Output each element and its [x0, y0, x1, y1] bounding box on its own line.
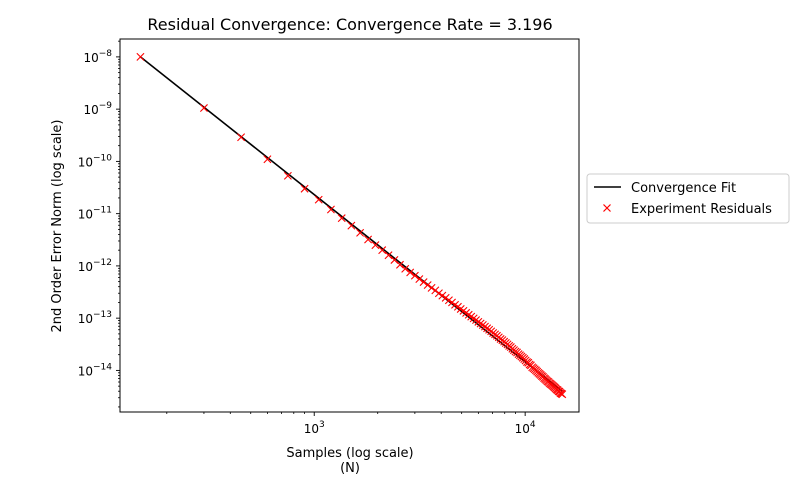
residual-point	[347, 221, 356, 230]
residual-point	[337, 214, 346, 223]
residual-point	[427, 283, 436, 292]
y-tick-label: 10−8	[83, 49, 112, 65]
x-tick-label: 103	[304, 420, 325, 436]
residual-point	[434, 289, 443, 298]
y-tick-label: 10−14	[78, 362, 113, 378]
x-axis-ticks: 103 104	[166, 412, 536, 436]
y-axis-label: 2nd Order Error Norm (log scale)	[50, 120, 65, 333]
residual-point	[371, 241, 380, 250]
residual-point	[136, 52, 145, 61]
legend-label-experiment-residuals: Experiment Residuals	[631, 202, 772, 217]
residual-point	[300, 184, 309, 193]
residual-point	[406, 268, 415, 277]
x-tick-label: 104	[515, 420, 536, 436]
x-axis-label: Samples (log scale)	[286, 446, 413, 461]
chart-legend: Convergence Fit Experiment Residuals	[586, 173, 790, 224]
plot-area	[136, 52, 567, 399]
residual-point	[410, 271, 419, 280]
y-tick-label: 10−13	[78, 310, 112, 326]
legend-label-convergence-fit: Convergence Fit	[631, 181, 736, 196]
residual-point	[384, 251, 393, 260]
residual-point	[314, 195, 323, 204]
residual-point	[199, 104, 208, 113]
residual-point	[356, 228, 365, 237]
residual-point	[378, 246, 387, 255]
x-axis-label-sub: (N)	[340, 461, 360, 476]
y-tick-label: 10−10	[78, 153, 113, 169]
chart-title: Residual Convergence: Convergence Rate =…	[147, 15, 552, 34]
y-tick-label: 10−11	[78, 206, 112, 222]
residual-point	[415, 275, 424, 284]
series-line-convergence-fit	[139, 56, 563, 392]
residual-point	[423, 281, 432, 290]
residual-point	[419, 278, 428, 287]
residual-point	[558, 390, 567, 399]
legend-swatch-experiment-residuals	[603, 204, 611, 212]
y-axis-ticks: 10−8 10−9 10−10 10−11 10−12 10−13 10−14	[78, 40, 120, 408]
y-tick-label: 10−12	[78, 258, 112, 274]
residual-point	[364, 235, 373, 244]
residual-point	[237, 133, 246, 142]
residual-point	[263, 155, 272, 164]
y-tick-label: 10−9	[83, 101, 112, 117]
residual-point	[283, 171, 292, 180]
legend-box	[586, 173, 790, 224]
residual-point	[326, 205, 335, 214]
residual-point	[401, 264, 410, 273]
residual-point	[395, 260, 404, 269]
